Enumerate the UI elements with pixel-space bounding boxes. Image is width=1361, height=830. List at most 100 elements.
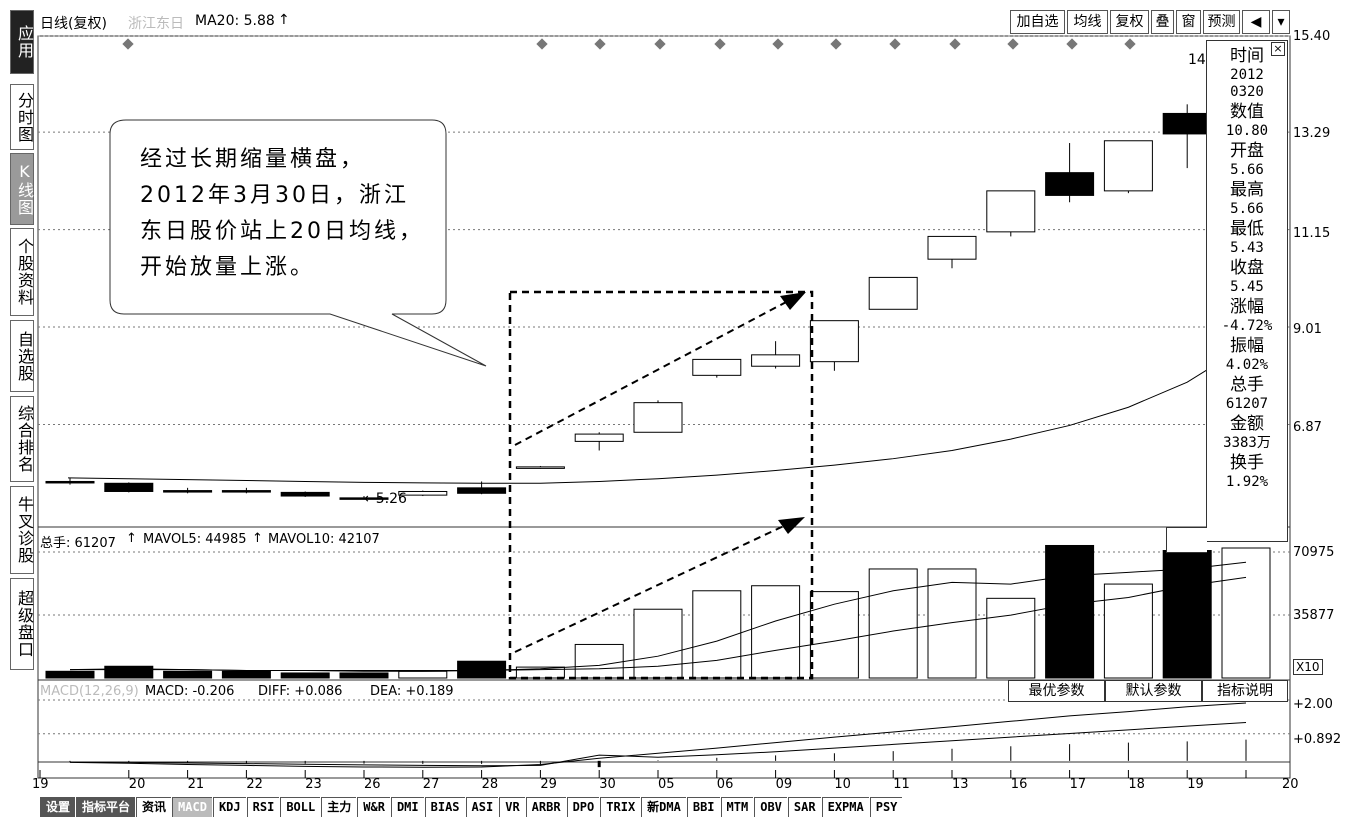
tab-5[interactable]: RSI xyxy=(246,797,280,817)
info-label: 最高 xyxy=(1230,180,1264,200)
tab-1[interactable]: 指标平台 xyxy=(76,797,136,817)
candle-body xyxy=(515,466,565,469)
toolbar-button-3[interactable]: 叠 xyxy=(1151,10,1174,34)
mavol5-label: MAVOL5: 44985 xyxy=(143,532,247,547)
annotation-arrow xyxy=(514,523,789,653)
nav-item-4[interactable]: 自选股 xyxy=(10,320,34,392)
tab-12[interactable]: VR xyxy=(499,797,525,817)
nav-item-7[interactable]: 超级盘口 xyxy=(10,578,34,670)
volume-bar xyxy=(339,672,389,679)
toolbar-button-0[interactable]: 加自选 xyxy=(1010,10,1065,34)
x-axis-label: 13 xyxy=(952,777,969,792)
tab-11[interactable]: ASI xyxy=(465,797,499,817)
tab-0[interactable]: 设置 xyxy=(40,797,76,817)
nav-item-0[interactable]: 应用 xyxy=(10,10,34,74)
candle-body xyxy=(280,491,330,497)
tab-7[interactable]: 主力 xyxy=(321,797,357,817)
mavol10-label: MAVOL10: 42107 xyxy=(268,532,380,547)
nav-item-1[interactable]: 分时图 xyxy=(10,84,34,150)
period-label: 日线(复权) xyxy=(40,16,107,32)
info-label: 时间 xyxy=(1230,46,1264,66)
info-box-content: 时间 2012 0320 数值 10.80 开盘 5.66 最高 5.66 最低 5.43 收盘 5.4… xyxy=(1207,41,1287,491)
info-value: 4.02% xyxy=(1225,357,1269,373)
info-value: 5.66 xyxy=(1230,162,1264,178)
info-label: 振幅 xyxy=(1230,336,1264,356)
event-marker-icon xyxy=(594,38,606,50)
candle-body xyxy=(868,276,918,310)
toolbar-button-7[interactable]: ▾ xyxy=(1272,10,1290,34)
volume-bar xyxy=(692,590,742,679)
toolbar-button-6[interactable]: ◀ xyxy=(1242,10,1270,34)
tab-19[interactable]: OBV xyxy=(754,797,787,817)
x-axis-label: 05 xyxy=(658,777,675,792)
info-label: 金额 xyxy=(1230,414,1264,434)
candle-body xyxy=(45,480,95,484)
toolbar-button-2[interactable]: 复权 xyxy=(1110,10,1149,34)
left-navigation: 应用分时图 K线图个股资料自选股综合排名牛叉诊股超级盘口 xyxy=(0,0,38,830)
volume-bar xyxy=(1162,550,1212,679)
diff-line xyxy=(69,702,1247,768)
candle-body xyxy=(339,497,389,500)
indicator-tabs: 设置 指标平台 资讯 MACD KDJ RSI BOLL 主力 W&R DMI BIAS ASI VR A… xyxy=(40,797,903,817)
tab-20[interactable]: SAR xyxy=(787,797,821,817)
tab-2[interactable]: 资讯 xyxy=(136,797,172,817)
macd-axis-label: +0.892 xyxy=(1293,732,1342,747)
tab-16[interactable]: 新DMA xyxy=(641,797,686,817)
info-value: 61207 xyxy=(1225,396,1269,412)
info-value: 10.80 xyxy=(1225,123,1269,139)
x-axis-label: 18 xyxy=(1128,777,1145,792)
event-marker-icon xyxy=(772,38,784,50)
price-axis-label: 6.87 xyxy=(1293,420,1322,435)
x-axis-label: 11 xyxy=(893,777,910,792)
optimal-params-button[interactable]: 最优参数 xyxy=(1008,680,1105,702)
volume-bar xyxy=(809,591,859,679)
info-label: 最低 xyxy=(1230,219,1264,239)
tab-14[interactable]: DPO xyxy=(566,797,600,817)
tab-18[interactable]: MTM xyxy=(720,797,754,817)
event-marker-icon xyxy=(714,38,726,50)
indicator-help-button[interactable]: 指标说明 xyxy=(1202,680,1288,702)
info-value: 5.66 xyxy=(1230,201,1264,217)
ma20-label: MA20: 5.88 xyxy=(195,13,275,29)
volume-bar xyxy=(221,670,271,679)
toolbar-button-4[interactable]: 窗 xyxy=(1176,10,1201,34)
tab-21[interactable]: EXPMA xyxy=(821,797,869,817)
annotation-box xyxy=(508,290,814,680)
tab-4[interactable]: KDJ xyxy=(212,797,246,817)
tab-6[interactable]: BOLL xyxy=(280,797,321,817)
toolbar-button-5[interactable]: 预测 xyxy=(1203,10,1240,34)
x-axis-label: 23 xyxy=(305,777,322,792)
stock-name: 浙江东日 xyxy=(128,16,184,32)
nav-item-5[interactable]: 综合排名 xyxy=(10,396,34,482)
info-label: 开盘 xyxy=(1230,141,1264,161)
event-marker-icon xyxy=(122,38,134,50)
tab-22[interactable]: PSY xyxy=(869,797,903,817)
event-marker-icon xyxy=(654,38,666,50)
tab-8[interactable]: W&R xyxy=(357,797,390,817)
price-axis-label: 13.29 xyxy=(1293,126,1331,141)
default-params-button[interactable]: 默认参数 xyxy=(1105,680,1202,702)
toolbar-button-1[interactable]: 均线 xyxy=(1067,10,1108,34)
info-label: 换手 xyxy=(1230,453,1264,473)
tab-10[interactable]: BIAS xyxy=(424,797,465,817)
volume-bar xyxy=(104,665,154,679)
nav-item-2[interactable]: K线图 xyxy=(10,153,34,225)
tab-15[interactable]: TRIX xyxy=(600,797,641,817)
nav-item-3[interactable]: 个股资料 xyxy=(10,228,34,316)
volume-bar xyxy=(280,672,330,679)
close-icon[interactable]: × xyxy=(1271,42,1285,56)
price-axis-label: 9.01 xyxy=(1293,322,1322,337)
tab-17[interactable]: BBI xyxy=(686,797,720,817)
tab-13[interactable]: ARBR xyxy=(525,797,566,817)
tab-3[interactable]: MACD xyxy=(172,797,212,817)
candle-body xyxy=(927,235,977,260)
volume-axis-label: 70975 xyxy=(1293,545,1335,560)
price-axis-label: 11.15 xyxy=(1293,226,1331,241)
tab-9[interactable]: DMI xyxy=(390,797,424,817)
info-box: × 时间 2012 0320 数值 10.80 开盘 5.66 最高 5.66 最低 5.43 收盘 5… xyxy=(1206,40,1288,542)
callout-text: 经过长期缩量横盘，2012年3月30日，浙江东日股价站上20日均线，开始放量上涨… xyxy=(140,147,424,280)
nav-item-6[interactable]: 牛叉诊股 xyxy=(10,486,34,574)
event-marker-icon xyxy=(889,38,901,50)
x-axis-label: 17 xyxy=(1069,777,1087,792)
